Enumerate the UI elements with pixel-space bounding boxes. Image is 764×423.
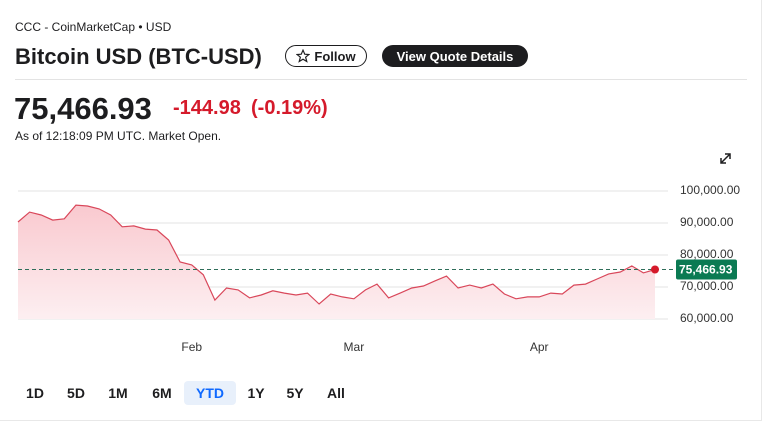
change: -144.98 <box>173 97 241 119</box>
range-button[interactable]: YTD <box>184 381 236 405</box>
range-button[interactable]: 5Y <box>286 385 304 401</box>
range-button[interactable]: All <box>327 385 345 401</box>
area <box>18 205 655 319</box>
last-point <box>651 265 659 274</box>
price: 75,466.93 <box>14 91 152 126</box>
range-button[interactable]: 5D <box>67 385 85 401</box>
range-button[interactable]: 1Y <box>247 385 265 401</box>
x-tick-label: Mar <box>344 340 365 354</box>
range-button[interactable]: 1M <box>108 385 128 401</box>
price-tag <box>676 259 737 280</box>
change-pct: (-0.19%) <box>251 97 328 119</box>
line <box>17 204 656 305</box>
quote-button[interactable]: View Quote Details <box>382 45 528 67</box>
as-of: As of 12:18:09 PM UTC. Market Open. <box>15 129 222 143</box>
x-tick-label: Feb <box>181 340 202 354</box>
follow-label: Follow <box>314 48 356 64</box>
star-icon <box>296 49 311 63</box>
divider <box>15 79 747 80</box>
source: CCC - CoinMarketCap • USD <box>15 20 172 34</box>
y-tick-label: 90,000.00 <box>680 215 734 229</box>
title: Bitcoin USD (BTC-USD) <box>15 44 262 69</box>
range-button[interactable]: 6M <box>152 385 172 401</box>
y-tick-label: 80,000.00 <box>680 247 734 261</box>
y-tick-label: 70,000.00 <box>680 279 734 293</box>
y-tick-label: 100,000.00 <box>680 183 740 197</box>
expand-icon[interactable] <box>720 153 731 164</box>
follow-button[interactable]: Follow <box>285 45 367 67</box>
y-tick-label: 60,000.00 <box>680 311 734 325</box>
price-tag-label: 75,466.93 <box>679 263 733 277</box>
x-tick-label: Apr <box>530 340 549 354</box>
range-button[interactable]: 1D <box>26 385 44 401</box>
